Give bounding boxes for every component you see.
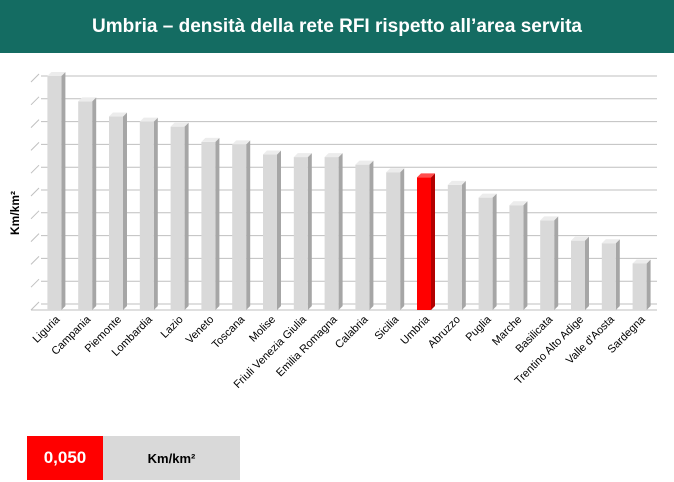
bar (509, 201, 528, 310)
bar (263, 150, 281, 310)
callout-unit: Km/km² (103, 436, 240, 480)
slide-title: Umbria – densità della rete RFI rispetto… (92, 15, 582, 37)
gridline-stub (30, 119, 40, 128)
gridline-stub (30, 187, 40, 197)
bar (355, 160, 374, 310)
gridline-stub (30, 210, 40, 220)
gridline-stub (30, 278, 40, 288)
slide-title-bar: Umbria – densità della rete RFI rispetto… (0, 0, 674, 53)
callout-value: 0,050 (27, 436, 103, 480)
bar (201, 137, 220, 310)
bar (447, 180, 466, 310)
bar (78, 97, 97, 310)
gridline-stub (30, 256, 40, 265)
y-axis-label: Km/km² (8, 191, 22, 235)
bars-layer (47, 72, 651, 311)
x-tick-label: Abruzzo (426, 314, 463, 351)
gridline-stub (30, 142, 40, 151)
gridline-stub (30, 301, 40, 311)
bar (170, 122, 189, 311)
gridline-stub (30, 73, 40, 83)
gridline-stub (30, 96, 40, 106)
bar (139, 117, 158, 310)
bar-highlight (417, 173, 435, 310)
x-tick-label: Sicilia (373, 313, 402, 342)
bar (47, 72, 66, 310)
bar (109, 112, 127, 311)
value-callout: 0,050 Km/km² (27, 436, 240, 480)
gridline-stub (30, 164, 40, 174)
x-tick-label: Lazio (159, 314, 186, 341)
bar (386, 168, 405, 310)
gridline-stub (30, 233, 40, 242)
bar (540, 216, 559, 310)
bar (324, 153, 343, 310)
bar (232, 140, 251, 310)
bar (571, 236, 589, 310)
bar (478, 193, 497, 310)
x-tick-label: Calabria (333, 313, 371, 351)
bar (601, 239, 620, 310)
bar (293, 153, 312, 310)
x-tick-label: Toscana (210, 313, 248, 351)
bar (632, 259, 651, 310)
